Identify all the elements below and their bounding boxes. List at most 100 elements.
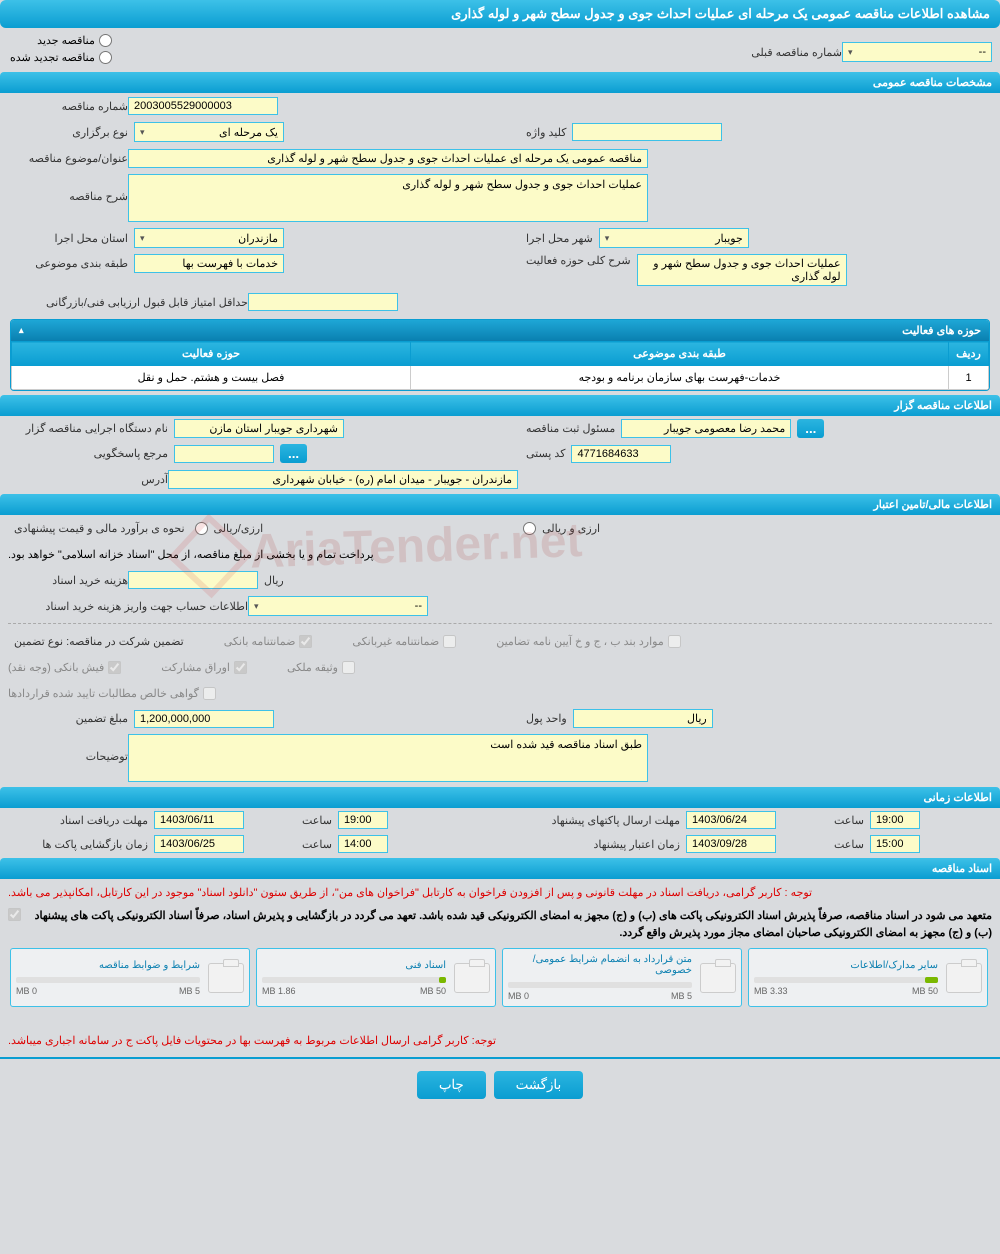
amt-field: 1,200,000,000 — [134, 710, 274, 728]
resp-field[interactable] — [174, 445, 274, 463]
doc-total: 50 MB — [912, 986, 938, 996]
g5-check — [234, 661, 247, 674]
open-date: 1403/06/25 — [154, 835, 244, 853]
commit-check — [8, 908, 21, 921]
city-label: شهر محل اجرا — [520, 232, 593, 245]
curr-both-label: ارزی و ریالی — [536, 522, 600, 535]
page-title: مشاهده اطلاعات مناقصه عمومی یک مرحله ای … — [0, 0, 1000, 28]
chevron-down-icon: ▾ — [605, 233, 610, 244]
doc-card[interactable]: اسناد فنی 50 MB 1.86 MB — [256, 948, 496, 1007]
section-gzar: اطلاعات مناقصه گزار — [0, 395, 1000, 416]
subject-field: مناقصه عمومی یک مرحله ای عملیات احداث جو… — [128, 149, 648, 168]
table-row: 1 خدمات-فهرست بهای سازمان برنامه و بودجه… — [12, 366, 989, 390]
folder-icon — [208, 963, 244, 993]
time-label-2: ساعت — [828, 814, 864, 827]
g1-check — [299, 635, 312, 648]
resp-lookup-button[interactable]: ... — [280, 444, 307, 463]
province-label: استان محل اجرا — [8, 232, 128, 245]
keyword-label: کلید واژه — [520, 126, 566, 139]
doc-card[interactable]: شرایط و ضوابط مناقصه 5 MB0 MB — [10, 948, 250, 1007]
acct-select[interactable]: --▾ — [248, 596, 428, 616]
prev-tender-select[interactable]: --▾ — [842, 42, 992, 62]
remarks-label: توضیحات — [8, 734, 128, 763]
chevron-down-icon: ▾ — [848, 47, 853, 58]
desc-label: شرح مناقصه — [8, 174, 128, 203]
g3-check — [668, 635, 681, 648]
doc-total: 50 MB — [420, 986, 446, 996]
doc-card[interactable]: متن قرارداد به انضمام شرایط عمومی/خصوصی … — [502, 948, 742, 1007]
docs-note2: متعهد می شود در اسناد مناقصه، صرفاً پذیر… — [21, 908, 992, 941]
section-financial: اطلاعات مالی/تامین اعتبار — [0, 494, 1000, 515]
addr-label: آدرس — [8, 473, 168, 486]
doc-used: 0 MB — [508, 991, 529, 1001]
post-label: کد پستی — [520, 447, 565, 460]
open-time: 14:00 — [338, 835, 388, 853]
valid-label: زمان اعتبار پیشنهاد — [520, 838, 680, 851]
city-select[interactable]: جویبار▾ — [599, 228, 749, 248]
buy-field[interactable] — [128, 571, 258, 589]
g1-label: ضمانتنامه بانکی — [224, 635, 296, 648]
reg-lookup-button[interactable]: ... — [797, 419, 824, 438]
doc-name: اسناد فنی — [262, 960, 446, 971]
g6-check — [342, 661, 355, 674]
g2-label: ضمانتنامه غیربانکی — [352, 635, 439, 648]
section-general: مشخصات مناقصه عمومی — [0, 72, 1000, 93]
tender-no-field: 2003005529000003 — [128, 97, 278, 115]
post-field: 4771684633 — [571, 445, 671, 463]
send-label: مهلت ارسال پاکتهای پیشنهاد — [520, 814, 680, 827]
g5-label: اوراق مشارکت — [161, 661, 230, 674]
curr-arzi-radio[interactable] — [195, 522, 208, 535]
chevron-down-icon: ▾ — [140, 233, 145, 244]
exec-label: نام دستگاه اجرایی مناقصه گزار — [8, 422, 168, 435]
buy-label: هزینه خرید اسناد — [8, 574, 128, 587]
doc-total: 5 MB — [179, 986, 200, 996]
deadline-date: 1403/06/11 — [154, 811, 244, 829]
keyword-field[interactable] — [572, 123, 722, 141]
curr-both-radio[interactable] — [523, 522, 536, 535]
back-button[interactable]: بازگشت — [494, 1071, 584, 1099]
province-select[interactable]: مازندران▾ — [134, 228, 284, 248]
radio-new[interactable] — [99, 34, 112, 47]
remarks-field: طبق اسناد مناقصه قید شده است — [128, 734, 648, 782]
radio-renewed[interactable] — [99, 51, 112, 64]
print-button[interactable]: چاپ — [417, 1071, 486, 1099]
type-select[interactable]: یک مرحله ای▾ — [134, 122, 284, 142]
folder-icon — [700, 963, 736, 993]
type-label: نوع برگزاری — [8, 126, 128, 139]
acct-label: اطلاعات حساب جهت واریز هزینه خرید اسناد — [8, 600, 248, 613]
minscore-field[interactable] — [248, 293, 398, 311]
activity-table: حوزه های فعالیت▴ ردیف طبقه بندی موضوعی ح… — [10, 319, 990, 391]
exec-field: شهرداری جویبار استان مازن — [174, 419, 344, 438]
financial-note: پرداخت تمام و یا بخشی از مبلغ مناقصه، از… — [8, 548, 374, 561]
open-label: زمان بازگشایی پاکت ها — [8, 838, 148, 851]
est-label: نحوه ی برآورد مالی و قیمت پیشنهادی — [8, 522, 185, 535]
collapse-icon[interactable]: ▴ — [19, 325, 24, 336]
scope-field: عملیات احداث جوی و جدول سطح شهر و لوله گ… — [637, 254, 847, 286]
doc-name: متن قرارداد به انضمام شرایط عمومی/خصوصی — [508, 954, 692, 976]
send-date: 1403/06/24 — [686, 811, 776, 829]
doc-card[interactable]: سایر مدارک/اطلاعات 50 MB3.33 MB — [748, 948, 988, 1007]
g2-check — [443, 635, 456, 648]
minscore-label: حداقل امتیاز قابل قبول ارزیابی فنی/بازرگ… — [8, 296, 248, 309]
g4-check — [108, 661, 121, 674]
section-docs: اسناد مناقصه — [0, 858, 1000, 879]
desc-field: عملیات احداث جوی و جدول سطح شهر و لوله گ… — [128, 174, 648, 222]
resp-label: مرجع پاسخگویی — [8, 447, 168, 460]
doc-total: 5 MB — [671, 991, 692, 1001]
prev-tender-label: شماره مناقصه قبلی — [745, 46, 842, 59]
doc-used: 1.86 MB — [262, 986, 296, 996]
g7-check — [203, 687, 216, 700]
col-row: ردیف — [949, 342, 989, 366]
time-label-1: ساعت — [296, 814, 332, 827]
time-label-3: ساعت — [296, 838, 332, 851]
g4-label: فیش بانکی (وجه نقد) — [8, 661, 104, 674]
deadline-label: مهلت دریافت اسناد — [8, 814, 148, 827]
chevron-down-icon: ▾ — [254, 601, 259, 612]
curr-arzi-label: ارزی/ریالی — [208, 522, 264, 535]
col-cat: طبقه بندی موضوعی — [411, 342, 949, 366]
doc-used: 3.33 MB — [754, 986, 788, 996]
g3-label: موارد بند ب ، ج و خ آیین نامه تضامین — [496, 635, 663, 648]
radio-renewed-label: مناقصه تجدید شده — [10, 51, 95, 64]
chevron-down-icon: ▾ — [140, 127, 145, 138]
folder-icon — [454, 963, 490, 993]
